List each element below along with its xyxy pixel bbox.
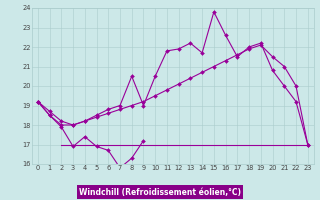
Text: Windchill (Refroidissement éolien,°C): Windchill (Refroidissement éolien,°C) (79, 188, 241, 196)
